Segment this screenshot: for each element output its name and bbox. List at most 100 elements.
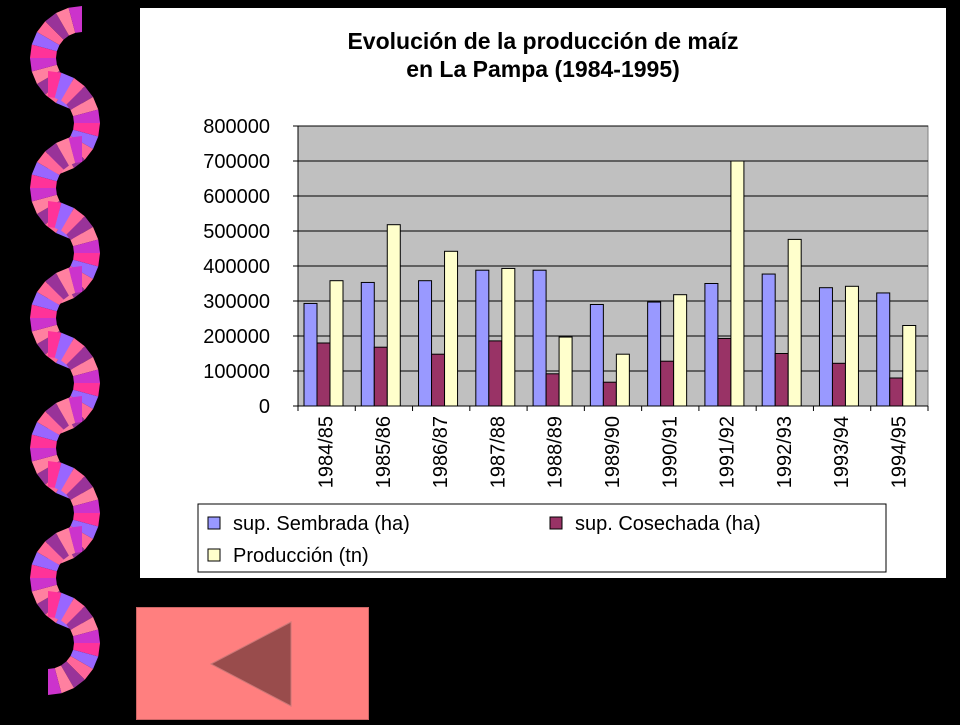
bar-sembrada bbox=[761, 273, 776, 407]
fan-segment bbox=[48, 71, 62, 98]
fan-segment bbox=[70, 389, 99, 409]
x-tick-label: 1991/92 bbox=[717, 416, 739, 488]
fan-segment bbox=[73, 123, 100, 137]
y-tick-label: 400000 bbox=[203, 256, 270, 278]
fan-segment bbox=[36, 411, 64, 435]
fan-segment bbox=[61, 77, 85, 105]
fan-segment bbox=[61, 337, 85, 365]
bar-cosechada bbox=[717, 337, 732, 407]
fan-segment bbox=[73, 513, 100, 527]
legend-label: sup. Cosechada (ha) bbox=[575, 513, 761, 535]
y-tick-label: 500000 bbox=[203, 221, 270, 243]
fan-segment bbox=[30, 44, 57, 58]
fan-segment bbox=[56, 267, 76, 296]
y-tick-label: 100000 bbox=[203, 361, 270, 383]
bar-cosechada bbox=[774, 353, 789, 407]
bar-sembrada bbox=[647, 301, 662, 407]
fan-segment bbox=[66, 346, 94, 370]
fan-segment bbox=[30, 434, 57, 448]
fan-segment bbox=[73, 109, 100, 123]
chart-title-line2: en La Pampa (1984-1995) bbox=[406, 56, 680, 82]
x-tick-label: 1992/93 bbox=[774, 416, 796, 488]
bar-produccion bbox=[386, 224, 401, 407]
bar-produccion bbox=[787, 238, 802, 407]
fan-segment bbox=[66, 216, 94, 240]
bar-produccion bbox=[615, 353, 630, 407]
fan-segment bbox=[66, 606, 94, 630]
y-tick-label: 700000 bbox=[203, 151, 270, 173]
fan-segment bbox=[73, 369, 100, 383]
fan-segment bbox=[30, 188, 57, 202]
fan-segment bbox=[73, 253, 100, 267]
back-arrow-icon bbox=[209, 621, 292, 707]
fan-segment bbox=[48, 201, 62, 228]
fan-segment bbox=[68, 6, 82, 33]
legend-swatch bbox=[207, 548, 221, 562]
x-tick-label: 1993/94 bbox=[831, 416, 853, 488]
x-tick-label: 1984/85 bbox=[316, 416, 338, 488]
back-button[interactable] bbox=[136, 607, 369, 720]
fan-segment bbox=[30, 448, 57, 462]
y-tick-label: 200000 bbox=[203, 326, 270, 348]
bar-cosechada bbox=[316, 342, 331, 407]
bar-produccion bbox=[558, 336, 573, 407]
fan-segment bbox=[54, 462, 74, 491]
bar-sembrada bbox=[704, 283, 719, 407]
fan-segment bbox=[30, 564, 57, 578]
bar-sembrada bbox=[818, 287, 833, 407]
fan-segment bbox=[61, 597, 85, 625]
bar-produccion bbox=[501, 267, 516, 407]
fan-segment bbox=[56, 137, 76, 166]
legend-label: Producción (tn) bbox=[233, 545, 369, 567]
bar-produccion bbox=[730, 160, 745, 407]
legend-label: sup. Sembrada (ha) bbox=[233, 513, 410, 535]
fan-segment bbox=[48, 591, 62, 618]
fan-segment bbox=[70, 227, 99, 247]
fan-segment bbox=[70, 519, 99, 539]
fan-segment bbox=[31, 324, 60, 344]
fan-segment bbox=[68, 526, 82, 553]
bar-chart: 0 100000 200000 300000 400000 500000 600000 700… bbox=[197, 116, 929, 573]
fan-segment bbox=[30, 174, 57, 188]
fan-segment bbox=[36, 21, 64, 45]
y-tick-label: 300000 bbox=[203, 291, 270, 313]
fan-segment bbox=[31, 64, 60, 84]
bar-sembrada bbox=[360, 281, 375, 407]
fan-border-decoration bbox=[0, 0, 130, 720]
fan-segment bbox=[73, 629, 100, 643]
bar-cosechada bbox=[660, 360, 675, 407]
fan-segment bbox=[45, 402, 69, 430]
fan-segment bbox=[31, 422, 60, 442]
bar-sembrada bbox=[589, 304, 604, 407]
fan-segment bbox=[61, 661, 85, 689]
fan-segment bbox=[45, 272, 69, 300]
fan-segment bbox=[70, 357, 99, 377]
fan-segment bbox=[31, 292, 60, 312]
fan-segment bbox=[30, 318, 57, 332]
bar-cosechada bbox=[602, 381, 617, 407]
bar-cosechada bbox=[373, 346, 388, 407]
fan-shape bbox=[30, 6, 82, 110]
fan-segment bbox=[48, 331, 62, 358]
fan-segment bbox=[56, 527, 76, 556]
fan-segment bbox=[70, 259, 99, 279]
x-tick-label: 1987/88 bbox=[487, 416, 509, 488]
y-tick-label: 800000 bbox=[203, 116, 270, 138]
y-tick-label: 600000 bbox=[203, 186, 270, 208]
fan-segment bbox=[70, 97, 99, 117]
fan-segment bbox=[70, 129, 99, 149]
fan-segment bbox=[31, 454, 60, 474]
fan-segment bbox=[73, 383, 100, 397]
bar-sembrada bbox=[418, 280, 433, 407]
fan-segment bbox=[61, 467, 85, 495]
fan-segment bbox=[30, 304, 57, 318]
x-tick-label: 1989/90 bbox=[602, 416, 624, 488]
fan-segment bbox=[30, 578, 57, 592]
chart-title-line1: Evolución de la producción de maíz bbox=[347, 28, 739, 54]
fan-segment bbox=[70, 649, 99, 669]
bar-sembrada bbox=[475, 269, 490, 407]
fan-segment bbox=[68, 396, 82, 423]
fan-segment bbox=[31, 194, 60, 214]
x-tick-label: 1990/91 bbox=[659, 416, 681, 488]
fan-segment bbox=[56, 397, 76, 426]
